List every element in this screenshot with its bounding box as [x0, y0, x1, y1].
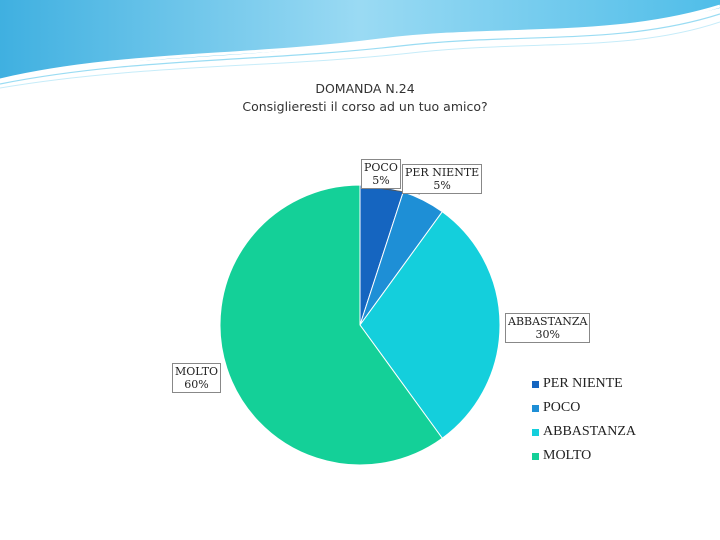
chart-title-block: DOMANDA N.24 Consiglieresti il corso ad … [160, 80, 570, 116]
legend-label: PER NIENTE [543, 376, 623, 391]
data-label-value: 5% [372, 174, 390, 187]
legend-swatch [532, 380, 539, 388]
legend-item-poco: POCO [532, 396, 636, 420]
legend-swatch [532, 452, 539, 460]
legend-item-per-niente: PER NIENTE [532, 372, 636, 396]
data-label-value: 5% [433, 179, 451, 192]
legend-item-abbastanza: ABBASTANZA [532, 420, 636, 444]
data-label-poco: POCO 5% [361, 159, 401, 189]
data-label-per-niente: PER NIENTE 5% [402, 164, 483, 194]
chart-subtitle: Consiglieresti il corso ad un tuo amico? [242, 99, 488, 114]
data-label-category: POCO [364, 161, 398, 174]
pie-slice-molto [219, 184, 443, 466]
data-label-category: MOLTO [175, 365, 219, 378]
legend-label: ABBASTANZA [543, 424, 636, 439]
data-label-molto: MOLTO 60% [172, 363, 222, 393]
legend-label: POCO [543, 400, 581, 415]
legend-label: MOLTO [543, 448, 592, 463]
legend-swatch [532, 404, 539, 412]
data-label-value: 60% [184, 378, 209, 391]
data-label-value: 30% [535, 328, 560, 341]
data-label-category: ABBASTANZA [508, 315, 588, 328]
legend: PER NIENTE POCO ABBASTANZA MOLTO [532, 372, 636, 468]
legend-swatch [532, 428, 539, 436]
pie-slice-abbastanza [359, 211, 501, 439]
decorative-wave-header [0, 0, 720, 89]
chart-title: DOMANDA N.24 [315, 81, 415, 96]
data-label-category: PER NIENTE [405, 166, 480, 179]
legend-item-molto: MOLTO [532, 444, 636, 468]
data-label-abbastanza: ABBASTANZA 30% [505, 313, 591, 343]
